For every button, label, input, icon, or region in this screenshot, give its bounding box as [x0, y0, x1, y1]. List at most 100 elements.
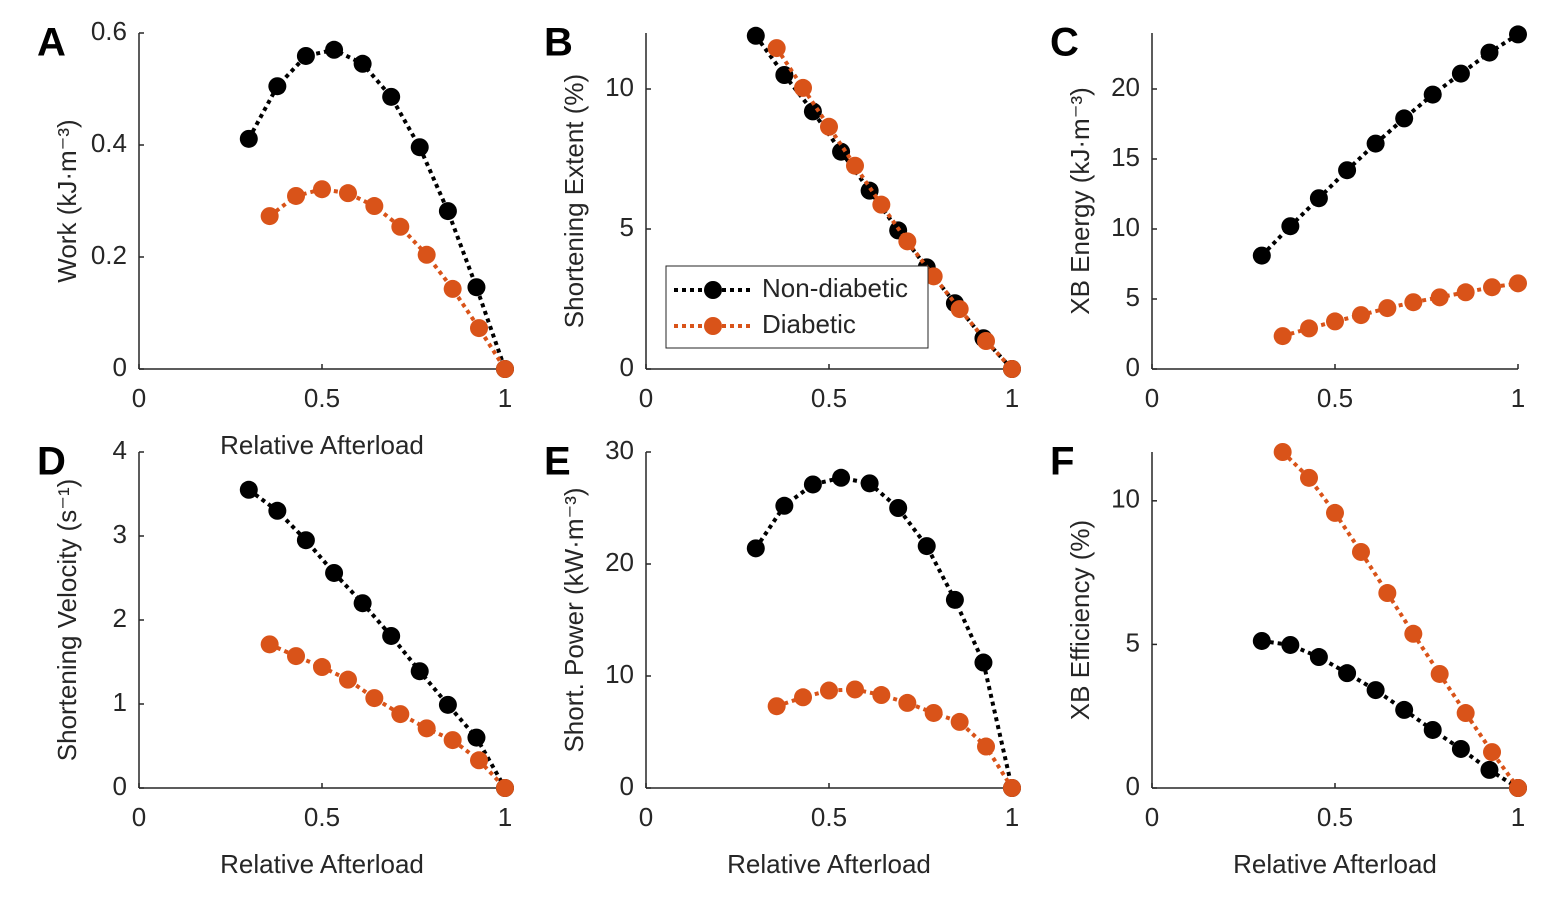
data-point	[365, 197, 384, 216]
data-point	[353, 594, 372, 613]
x-axis-label: Relative Afterload	[1233, 849, 1437, 879]
series-line	[1260, 32, 1520, 257]
data-point	[832, 468, 851, 487]
data-point	[1509, 779, 1527, 797]
legend-marker	[704, 317, 722, 335]
data-point	[1480, 760, 1499, 779]
data-point	[496, 779, 514, 797]
data-point	[1300, 468, 1319, 487]
data-point	[1395, 700, 1414, 719]
data-point	[1281, 635, 1300, 654]
panel-label: E	[544, 440, 571, 484]
series-line	[268, 187, 507, 371]
data-point	[365, 689, 384, 708]
data-point	[950, 300, 969, 319]
y-tick-label: 5	[1126, 282, 1140, 312]
data-point	[1395, 109, 1414, 128]
data-point	[977, 737, 996, 756]
y-tick-label: 15	[1111, 142, 1140, 172]
data-point	[872, 686, 891, 705]
x-tick-label: 0.5	[811, 383, 847, 413]
data-point	[1366, 134, 1385, 153]
data-point	[382, 87, 401, 106]
data-point	[794, 688, 813, 707]
data-point	[820, 681, 838, 700]
data-point	[1378, 299, 1397, 318]
data-point	[467, 278, 486, 297]
data-point	[845, 156, 864, 175]
data-point	[1003, 779, 1021, 797]
data-point	[1309, 648, 1328, 667]
data-point	[410, 662, 429, 681]
y-tick-label: 0	[113, 352, 127, 382]
data-point	[746, 539, 765, 558]
data-point	[313, 658, 331, 677]
data-point	[832, 142, 851, 161]
data-point	[313, 180, 331, 199]
data-point	[803, 102, 822, 121]
data-point	[470, 319, 489, 338]
data-point	[924, 267, 943, 286]
data-point	[845, 680, 864, 699]
data-point	[391, 705, 410, 724]
y-tick-label: 5	[620, 212, 634, 242]
data-point	[438, 202, 457, 221]
data-point	[353, 54, 372, 73]
y-axis-label: Short. Power (kW·m⁻³)	[559, 487, 589, 752]
data-point	[1281, 217, 1300, 236]
data-point	[287, 647, 306, 666]
data-point	[467, 728, 486, 747]
y-tick-label: 20	[605, 547, 634, 577]
x-tick-label: 0.5	[304, 802, 340, 832]
x-tick-label: 0	[639, 383, 653, 413]
x-tick-label: 0.5	[811, 802, 847, 832]
x-tick-label: 1	[1511, 802, 1525, 832]
data-point	[268, 501, 287, 520]
x-tick-label: 0	[1145, 383, 1159, 413]
data-point	[1326, 312, 1344, 331]
data-point	[391, 217, 410, 236]
series-line	[247, 488, 507, 789]
x-tick-label: 0	[132, 383, 146, 413]
data-point	[1338, 161, 1357, 180]
x-tick-label: 1	[498, 383, 512, 413]
y-tick-label: 0	[1126, 352, 1140, 382]
y-tick-label: 4	[113, 435, 127, 465]
data-point	[382, 626, 401, 645]
data-point	[1451, 64, 1470, 83]
data-point	[1404, 293, 1423, 312]
data-point	[325, 40, 344, 59]
data-point	[820, 117, 838, 136]
series-line	[754, 475, 1014, 789]
series-line	[1261, 638, 1520, 790]
data-point	[945, 590, 964, 609]
y-tick-label: 2	[113, 603, 127, 633]
data-point	[410, 138, 429, 157]
x-tick-label: 1	[1511, 383, 1525, 413]
data-point	[1309, 189, 1328, 208]
data-point	[287, 186, 306, 205]
series-line	[776, 687, 1014, 790]
data-point	[1430, 288, 1449, 307]
x-axis-label: Relative Afterload	[220, 849, 424, 879]
data-point	[775, 496, 794, 515]
data-point	[1338, 664, 1357, 683]
data-point	[767, 39, 786, 58]
data-point	[872, 195, 891, 214]
y-tick-label: 1	[113, 687, 127, 717]
data-point	[1451, 739, 1470, 758]
data-point	[1480, 43, 1499, 62]
data-point	[443, 279, 462, 298]
data-point	[1351, 542, 1370, 561]
panel-label: B	[544, 21, 573, 65]
data-point	[496, 360, 514, 378]
data-point	[338, 670, 357, 689]
legend-marker	[704, 281, 722, 299]
x-tick-label: 0	[1145, 802, 1159, 832]
data-point	[1378, 584, 1397, 603]
y-tick-label: 10	[605, 659, 634, 689]
